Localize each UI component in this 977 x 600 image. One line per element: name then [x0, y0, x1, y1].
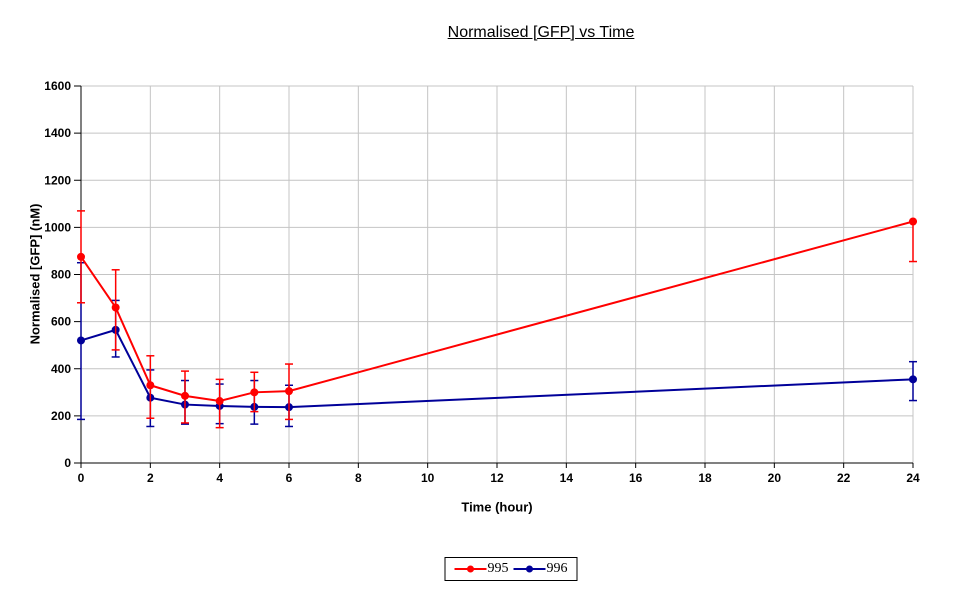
- x-tick-label: 20: [768, 471, 782, 485]
- series-line-996: [80, 328, 914, 409]
- marker-995: [111, 303, 120, 312]
- marker-996: [909, 375, 917, 384]
- y-tick-label: 1400: [44, 126, 71, 140]
- y-tick-label: 600: [51, 315, 71, 329]
- legend-swatch-995: [454, 565, 487, 573]
- marker-995: [909, 217, 917, 226]
- legend-item-996: 996: [513, 561, 568, 577]
- legend-marker-icon: [526, 565, 533, 573]
- x-tick-label: 8: [355, 471, 362, 485]
- y-tick-label: 200: [51, 409, 71, 423]
- x-axis-title: Time (hour): [461, 499, 533, 515]
- legend-label: 995: [487, 561, 509, 576]
- x-tick-label: 2: [147, 471, 154, 485]
- legend-swatch-996: [513, 565, 546, 573]
- y-tick-label: 1000: [44, 220, 71, 234]
- marker-995: [181, 391, 189, 400]
- marker-995: [250, 388, 259, 397]
- x-tick-label: 0: [78, 471, 85, 485]
- series-line-995: [80, 220, 914, 403]
- x-tick-label: 4: [216, 471, 223, 485]
- legend-item-995: 995: [454, 561, 509, 577]
- x-tick-label: 10: [421, 471, 435, 485]
- x-tick-label: 12: [490, 471, 504, 485]
- marker-995: [77, 252, 85, 261]
- marker-996: [77, 336, 85, 345]
- y-tick-label: 400: [51, 362, 71, 376]
- marker-995: [215, 397, 224, 406]
- y-tick-label: 1600: [44, 79, 71, 93]
- chart-title: Normalised [GFP] vs Time: [447, 24, 635, 41]
- x-tick-label: 24: [906, 471, 920, 485]
- x-tick-label: 18: [698, 471, 712, 485]
- legend-marker-icon: [467, 565, 474, 573]
- x-tick-label: 6: [286, 471, 293, 485]
- y-tick-label: 800: [51, 268, 71, 282]
- legend-label: 996: [546, 561, 568, 576]
- legend: 995 996: [444, 557, 578, 581]
- marker-995: [285, 387, 293, 396]
- x-tick-label: 14: [560, 471, 574, 485]
- y-tick-label: 1200: [44, 173, 71, 187]
- x-tick-label: 16: [629, 471, 643, 485]
- y-tick-label: 0: [64, 456, 71, 470]
- x-tick-label: 22: [837, 471, 851, 485]
- marker-995: [146, 381, 155, 390]
